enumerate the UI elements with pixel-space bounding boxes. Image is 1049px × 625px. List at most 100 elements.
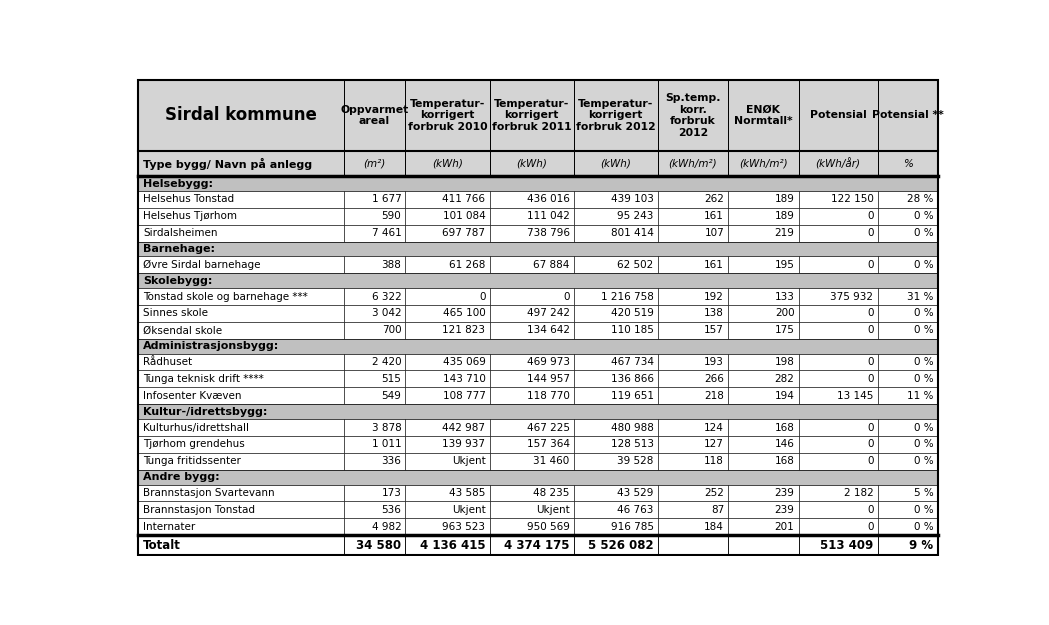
Bar (405, 256, 490, 273)
Bar (344, 535, 405, 555)
Text: Kulturhus/idrettshall: Kulturhus/idrettshall (144, 422, 250, 432)
Text: 1 216 758: 1 216 758 (601, 292, 654, 302)
Bar (658, 484, 728, 501)
Bar (798, 535, 878, 555)
Text: Helsebygg:: Helsebygg: (144, 179, 213, 189)
Text: 2 182: 2 182 (843, 488, 874, 498)
Text: 0 %: 0 % (914, 456, 934, 466)
Text: (kWh): (kWh) (432, 159, 463, 169)
Bar (137, 354, 344, 371)
Bar (137, 452, 344, 469)
Bar (658, 436, 728, 452)
Bar (490, 484, 574, 501)
Bar (137, 404, 938, 419)
Bar (405, 80, 490, 151)
Bar (798, 288, 878, 305)
Text: 189: 189 (774, 194, 794, 204)
Text: 2 420: 2 420 (371, 357, 402, 367)
Text: 193: 193 (704, 357, 724, 367)
Text: 133: 133 (774, 292, 794, 302)
Bar (728, 484, 798, 501)
Bar (490, 354, 574, 371)
Text: 0: 0 (866, 422, 874, 432)
Bar (137, 224, 344, 241)
Bar (344, 354, 405, 371)
Text: Helsehus Tjørhom: Helsehus Tjørhom (144, 211, 237, 221)
Bar (798, 191, 878, 208)
Bar (405, 208, 490, 224)
Text: 375 932: 375 932 (831, 292, 874, 302)
Text: Type bygg/ Navn på anlegg: Type bygg/ Navn på anlegg (144, 158, 313, 169)
Text: 134 642: 134 642 (527, 325, 570, 335)
Text: 146: 146 (774, 439, 794, 449)
Text: Brannstasjon Tonstad: Brannstasjon Tonstad (144, 505, 255, 515)
Bar (574, 436, 658, 452)
Text: 4 136 415: 4 136 415 (420, 539, 486, 552)
Text: 61 268: 61 268 (449, 260, 486, 270)
Text: Oppvarmet
areal: Oppvarmet areal (341, 104, 409, 126)
Text: 469 973: 469 973 (527, 357, 570, 367)
Text: Ukjent: Ukjent (452, 456, 486, 466)
Bar (878, 484, 938, 501)
Bar (137, 241, 938, 256)
Text: 110 185: 110 185 (611, 325, 654, 335)
Text: 143 710: 143 710 (443, 374, 486, 384)
Bar (658, 224, 728, 241)
Text: 697 787: 697 787 (443, 228, 486, 238)
Text: 11 %: 11 % (907, 391, 934, 401)
Text: 0: 0 (866, 211, 874, 221)
Text: 465 100: 465 100 (443, 309, 486, 319)
Text: 439 103: 439 103 (611, 194, 654, 204)
Text: 0 %: 0 % (914, 325, 934, 335)
Bar (798, 224, 878, 241)
Bar (728, 452, 798, 469)
Bar (405, 452, 490, 469)
Bar (728, 80, 798, 151)
Bar (658, 305, 728, 322)
Bar (658, 535, 728, 555)
Bar (574, 305, 658, 322)
Text: Tonstad skole og barnehage ***: Tonstad skole og barnehage *** (144, 292, 308, 302)
Text: 549: 549 (382, 391, 402, 401)
Text: 0 %: 0 % (914, 505, 934, 515)
Text: 420 519: 420 519 (611, 309, 654, 319)
Bar (137, 501, 344, 518)
Text: 0: 0 (866, 357, 874, 367)
Bar (344, 151, 405, 176)
Text: 189: 189 (774, 211, 794, 221)
Bar (137, 208, 344, 224)
Bar (878, 208, 938, 224)
Text: 388: 388 (382, 260, 402, 270)
Text: 195: 195 (774, 260, 794, 270)
Text: 266: 266 (704, 374, 724, 384)
Text: 62 502: 62 502 (618, 260, 654, 270)
Bar (137, 80, 344, 151)
Text: 118 770: 118 770 (527, 391, 570, 401)
Bar (798, 501, 878, 518)
Text: 0 %: 0 % (914, 357, 934, 367)
Bar (658, 208, 728, 224)
Bar (344, 452, 405, 469)
Text: Sirdalsheimen: Sirdalsheimen (144, 228, 218, 238)
Text: 168: 168 (774, 456, 794, 466)
Text: 67 884: 67 884 (533, 260, 570, 270)
Text: 536: 536 (382, 505, 402, 515)
Text: 0 %: 0 % (914, 439, 934, 449)
Text: Andre bygg:: Andre bygg: (144, 472, 220, 482)
Bar (490, 452, 574, 469)
Text: 9 %: 9 % (909, 539, 934, 552)
Bar (658, 256, 728, 273)
Bar (490, 535, 574, 555)
Bar (490, 501, 574, 518)
Text: 13 145: 13 145 (837, 391, 874, 401)
Text: Helsehus Tonstad: Helsehus Tonstad (144, 194, 234, 204)
Text: (kWh): (kWh) (516, 159, 547, 169)
Bar (344, 484, 405, 501)
Text: 0 %: 0 % (914, 228, 934, 238)
Bar (728, 535, 798, 555)
Bar (137, 322, 344, 339)
Text: 48 235: 48 235 (533, 488, 570, 498)
Bar (798, 151, 878, 176)
Bar (728, 436, 798, 452)
Text: 34 580: 34 580 (357, 539, 402, 552)
